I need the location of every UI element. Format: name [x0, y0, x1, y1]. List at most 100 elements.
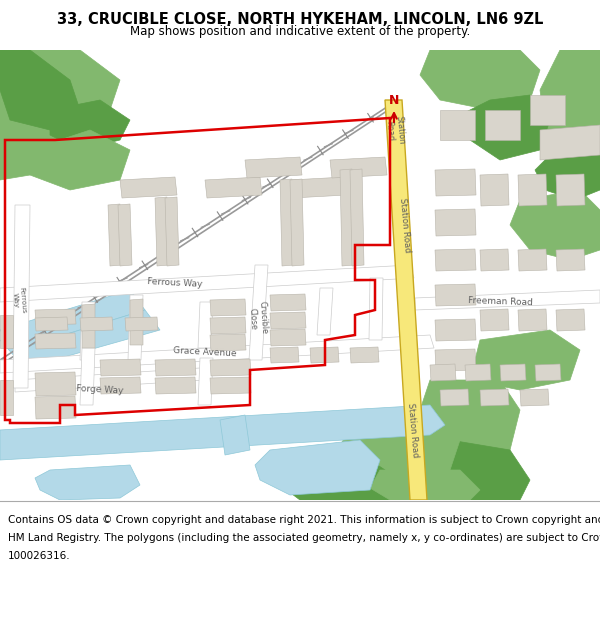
Polygon shape — [520, 389, 549, 406]
Polygon shape — [205, 177, 262, 198]
Polygon shape — [0, 380, 13, 415]
Polygon shape — [80, 317, 113, 331]
Polygon shape — [280, 460, 400, 500]
Polygon shape — [435, 169, 476, 196]
Text: Forge Way: Forge Way — [76, 384, 124, 396]
Polygon shape — [280, 179, 294, 266]
Polygon shape — [350, 169, 364, 266]
Polygon shape — [535, 140, 600, 200]
Polygon shape — [535, 364, 561, 381]
Polygon shape — [270, 294, 306, 311]
Polygon shape — [435, 284, 476, 306]
Polygon shape — [0, 50, 80, 130]
Polygon shape — [198, 358, 213, 405]
Polygon shape — [35, 372, 76, 396]
Text: Crucible
Close: Crucible Close — [247, 301, 269, 335]
Polygon shape — [435, 319, 476, 341]
Polygon shape — [317, 288, 333, 335]
Polygon shape — [155, 377, 196, 394]
Polygon shape — [0, 290, 145, 350]
Polygon shape — [13, 205, 30, 388]
Text: Freeman Road: Freeman Road — [467, 296, 533, 308]
Polygon shape — [255, 440, 380, 495]
Polygon shape — [530, 95, 565, 125]
Text: Contains OS data © Crown copyright and database right 2021. This information is : Contains OS data © Crown copyright and d… — [8, 515, 600, 525]
Polygon shape — [510, 190, 600, 260]
Polygon shape — [270, 312, 306, 329]
Polygon shape — [125, 317, 158, 331]
Text: Grace Avenue: Grace Avenue — [173, 346, 237, 358]
Polygon shape — [270, 329, 306, 346]
Polygon shape — [556, 309, 585, 331]
Polygon shape — [80, 302, 95, 360]
Polygon shape — [245, 157, 302, 178]
Polygon shape — [518, 249, 547, 271]
Polygon shape — [210, 317, 246, 334]
Polygon shape — [210, 299, 246, 316]
Polygon shape — [0, 100, 90, 170]
Polygon shape — [130, 299, 143, 345]
Text: Map shows position and indicative extent of the property.: Map shows position and indicative extent… — [130, 24, 470, 38]
Text: HM Land Registry. The polygons (including the associated geometry, namely x, y c: HM Land Registry. The polygons (includin… — [8, 533, 600, 543]
Polygon shape — [120, 177, 177, 198]
Polygon shape — [470, 330, 580, 390]
Polygon shape — [440, 110, 475, 140]
Polygon shape — [0, 310, 160, 368]
Polygon shape — [35, 465, 140, 500]
Polygon shape — [210, 377, 251, 394]
Polygon shape — [35, 333, 76, 349]
Polygon shape — [118, 204, 132, 266]
Polygon shape — [198, 302, 213, 348]
Polygon shape — [340, 169, 354, 266]
Polygon shape — [35, 309, 76, 325]
Polygon shape — [415, 290, 600, 310]
Text: Station Road: Station Road — [398, 198, 412, 252]
Polygon shape — [330, 157, 387, 178]
Polygon shape — [50, 100, 130, 150]
Polygon shape — [460, 95, 550, 160]
Text: Station
Road: Station Road — [384, 115, 406, 145]
Polygon shape — [35, 317, 68, 331]
Polygon shape — [480, 389, 509, 406]
Text: 33, CRUCIBLE CLOSE, NORTH HYKEHAM, LINCOLN, LN6 9ZL: 33, CRUCIBLE CLOSE, NORTH HYKEHAM, LINCO… — [57, 12, 543, 28]
Polygon shape — [540, 50, 600, 150]
Polygon shape — [0, 315, 13, 348]
Polygon shape — [370, 470, 480, 500]
Polygon shape — [155, 197, 169, 266]
Polygon shape — [480, 249, 509, 271]
Polygon shape — [435, 349, 476, 371]
Polygon shape — [0, 335, 434, 373]
Polygon shape — [100, 359, 141, 376]
Polygon shape — [82, 304, 95, 348]
Polygon shape — [15, 368, 205, 392]
Polygon shape — [340, 420, 460, 480]
Text: N: N — [389, 94, 399, 107]
Polygon shape — [369, 278, 383, 340]
Polygon shape — [80, 348, 95, 405]
Polygon shape — [430, 364, 456, 381]
Polygon shape — [0, 265, 414, 302]
Polygon shape — [540, 125, 600, 160]
Polygon shape — [30, 130, 130, 190]
Polygon shape — [440, 389, 469, 406]
Polygon shape — [556, 249, 585, 271]
Polygon shape — [465, 364, 491, 381]
Polygon shape — [210, 334, 246, 351]
Polygon shape — [518, 309, 547, 331]
Polygon shape — [310, 347, 339, 363]
Polygon shape — [485, 110, 520, 140]
Text: Station Road: Station Road — [406, 402, 420, 458]
Polygon shape — [435, 249, 476, 271]
Polygon shape — [0, 50, 120, 130]
Polygon shape — [270, 347, 299, 363]
Polygon shape — [108, 204, 122, 266]
Polygon shape — [430, 440, 530, 500]
Polygon shape — [500, 364, 526, 381]
Polygon shape — [165, 197, 179, 266]
Polygon shape — [220, 415, 250, 455]
Polygon shape — [556, 174, 585, 206]
Polygon shape — [100, 377, 141, 394]
Polygon shape — [128, 295, 143, 360]
Polygon shape — [0, 150, 30, 180]
Polygon shape — [518, 174, 547, 206]
